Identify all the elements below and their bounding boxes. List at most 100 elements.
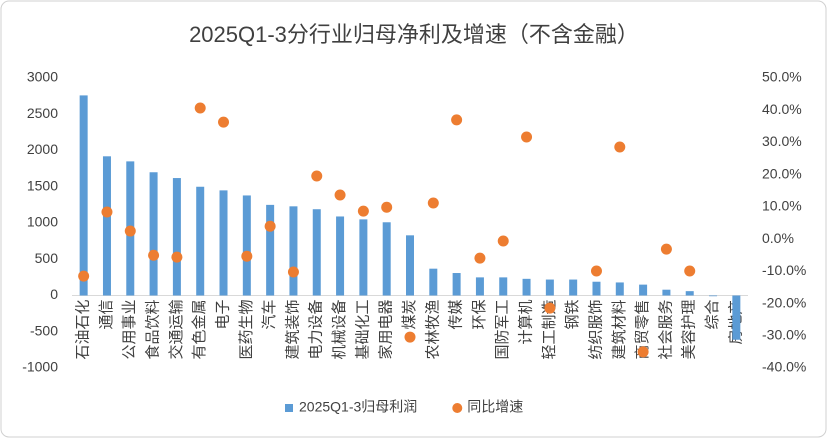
x-tick-label: 机械设备 (331, 300, 348, 360)
bar (522, 278, 531, 296)
bar (732, 295, 741, 340)
y2-tick-label: 50.0% (762, 69, 802, 85)
x-tick-label: 纺织服饰 (587, 300, 604, 360)
dot (614, 141, 626, 153)
x-tick-label: 传媒 (448, 300, 465, 330)
bar (79, 95, 88, 296)
dot (194, 102, 206, 114)
dot (101, 206, 113, 218)
bar (429, 268, 438, 296)
dot (544, 302, 556, 314)
bar (219, 190, 228, 296)
bar (149, 172, 158, 296)
bar (266, 204, 275, 296)
x-tick-label: 有色金属 (191, 300, 208, 360)
legend-label: 2025Q1-3归母利润 (299, 399, 417, 415)
bar (685, 291, 694, 296)
bar (639, 284, 648, 296)
x-tick-label: 通信 (98, 300, 115, 330)
y-tick-label: 1500 (27, 177, 58, 193)
y2-tick-label: 30.0% (762, 133, 802, 149)
dot (311, 170, 323, 182)
y-tick-label: 0 (50, 286, 58, 302)
x-tick-label: 汽车 (261, 300, 278, 330)
y-tick-label: -500 (30, 322, 58, 338)
x-tick-label: 建筑材料 (611, 300, 628, 360)
x-tick-label: 电力设备 (308, 300, 325, 360)
bar (709, 295, 718, 297)
legend-swatch (285, 404, 293, 412)
dot (357, 205, 369, 217)
y-tick-label: 1000 (27, 214, 58, 230)
bar (196, 186, 205, 296)
dot (637, 346, 649, 358)
bar (359, 219, 368, 296)
x-tick-label: 基础化工 (354, 300, 371, 360)
x-tick-label: 家用电器 (378, 300, 395, 360)
x-tick-label: 钢铁 (564, 300, 581, 330)
dot (287, 266, 299, 278)
legend-swatch (452, 403, 463, 413)
legend-label: 同比增速 (467, 399, 523, 415)
bar (406, 235, 414, 296)
bar (312, 209, 321, 296)
dot (427, 197, 439, 209)
dot (334, 189, 346, 201)
bar (452, 273, 461, 296)
bar (102, 156, 111, 296)
x-tick-label: 综合 (704, 300, 721, 330)
dot (684, 265, 696, 277)
bar (499, 277, 508, 296)
y2-tick-label: -10.0% (762, 262, 806, 278)
dot (171, 251, 183, 263)
dot (241, 250, 253, 262)
y2-tick-label: -30.0% (762, 326, 806, 342)
x-tick-label: 计算机 (517, 300, 535, 345)
x-tick-label: 商贸零售 (634, 300, 651, 360)
dot (124, 225, 136, 237)
dot (590, 265, 602, 277)
bar (569, 279, 578, 296)
dot (381, 201, 393, 213)
bar (615, 282, 624, 296)
bar (172, 178, 181, 296)
x-tick-label: 交通运输 (167, 300, 185, 360)
x-tick-label: 国防军工 (494, 300, 511, 360)
x-tick-label: 公用事业 (121, 300, 138, 360)
dot (451, 114, 463, 126)
bar (289, 206, 298, 296)
y-tick-label: -1000 (22, 359, 58, 375)
y-tick-label: 3000 (27, 69, 58, 85)
bar (662, 289, 671, 296)
dot (148, 249, 160, 261)
dot (264, 220, 276, 232)
bar (382, 222, 391, 296)
x-tick-label: 煤炭 (401, 300, 418, 330)
bar (592, 281, 601, 296)
bar (475, 277, 484, 296)
y2-tick-label: 20.0% (762, 165, 802, 181)
x-tick-label: 电子 (214, 300, 231, 330)
bar (545, 279, 554, 296)
dot (474, 252, 486, 264)
x-tick-label: 医药生物 (238, 300, 255, 360)
bar (242, 195, 251, 296)
x-tick-label: 轻工制造 (541, 300, 558, 360)
x-tick-label: 社会服务 (657, 300, 674, 360)
y-tick-label: 500 (35, 250, 59, 266)
y2-tick-label: 0.0% (762, 230, 794, 246)
bar (336, 216, 345, 296)
dot (660, 243, 672, 255)
x-tick-label: 食品饮料 (145, 300, 162, 360)
y2-tick-label: -40.0% (762, 359, 806, 375)
x-tick-label: 农林牧渔 (424, 300, 441, 360)
y-tick-label: 2000 (27, 141, 58, 157)
chart-title: 2025Q1-3分行业归母净利及增速（不含金融） (189, 22, 639, 47)
dot (497, 235, 509, 247)
y2-tick-label: 10.0% (762, 198, 802, 214)
x-tick-label: 美容护理 (681, 300, 698, 360)
dot (404, 331, 416, 343)
y2-tick-label: -20.0% (762, 294, 806, 310)
